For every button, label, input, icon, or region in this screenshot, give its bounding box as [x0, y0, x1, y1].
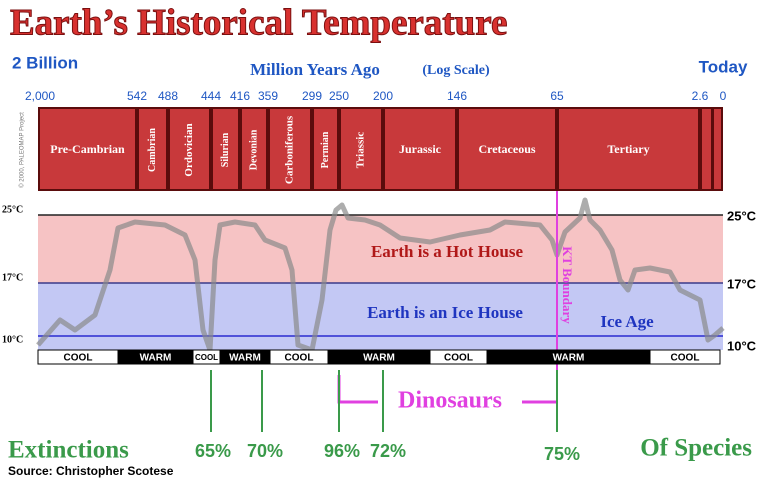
- period-box: [457, 107, 557, 191]
- species-label: Of Species: [640, 435, 752, 462]
- climate-label: COOL: [444, 353, 473, 364]
- axis-title-note: (Log Scale): [422, 63, 490, 78]
- axis-tick-label: 542: [127, 89, 147, 103]
- period-box: [137, 107, 168, 191]
- kt-label: KT Boundary: [560, 246, 575, 324]
- period-label: Permian: [320, 131, 331, 168]
- axis-tick-label: 444: [201, 89, 221, 103]
- period-label: Jurassic: [399, 142, 442, 156]
- extinction-percent: 72%: [370, 441, 406, 461]
- temp-label-left: 10°C: [2, 334, 23, 345]
- extinction-percent: 70%: [247, 441, 283, 461]
- temp-label-right: 10°C: [727, 338, 757, 353]
- period-box: [211, 107, 240, 191]
- axis-tick-label: 2,000: [25, 89, 55, 103]
- temperature-curve: [36, 197, 725, 353]
- period-box: [168, 107, 211, 191]
- period-box: [712, 107, 723, 191]
- axis-tick-label: 250: [329, 89, 349, 103]
- axis-tick-label: 146: [447, 89, 467, 103]
- axis-tick-label: 200: [373, 89, 393, 103]
- period-box: [268, 107, 312, 191]
- climate-label: COOL: [195, 353, 218, 362]
- extinctions-label: Extinctions: [8, 437, 129, 464]
- climate-label: COOL: [64, 353, 93, 364]
- extinction-percent: 65%: [195, 441, 231, 461]
- period-label: Tertiary: [607, 142, 649, 156]
- period-box: [339, 107, 383, 191]
- axis-tick-label: 488: [158, 89, 178, 103]
- climate-segment: [649, 349, 721, 365]
- climate-label: WARM: [229, 353, 261, 364]
- climate-label: WARM: [363, 353, 395, 364]
- ice-age-label: Ice Age: [600, 312, 654, 331]
- period-label: Silurian: [220, 132, 231, 167]
- period-label: Cretaceous: [478, 142, 535, 156]
- axis-tick-label: 359: [258, 89, 278, 103]
- extinction-percent: 96%: [324, 441, 360, 461]
- climate-label: WARM: [553, 353, 585, 364]
- period-label: Carboniferous: [284, 115, 296, 184]
- axis-title: Million Years Ago: [250, 60, 380, 79]
- ice-house-label: Earth is an Ice House: [367, 303, 523, 322]
- period-label: Triassic: [355, 132, 367, 169]
- axis-tick-label: 2.6: [692, 89, 709, 103]
- axis-tick-label: 65: [550, 89, 564, 103]
- dinosaurs-label: Dinosaurs: [398, 388, 502, 414]
- period-label: Ordovician: [183, 123, 195, 176]
- source: Source: Christopher Scotese: [8, 464, 174, 478]
- period-box: [557, 107, 700, 191]
- temp-label-left: 25°C: [2, 204, 23, 215]
- axis-left-label: 2 Billion: [12, 53, 78, 72]
- climate-label: WARM: [140, 353, 172, 364]
- period-label: Cambrian: [147, 128, 158, 172]
- hot-house-label: Earth is a Hot House: [371, 242, 524, 261]
- ice-zone: [38, 283, 723, 350]
- extinction-percent: 75%: [544, 444, 580, 464]
- climate-label: COOL: [671, 353, 700, 364]
- temp-label-left: 17°C: [2, 272, 23, 283]
- axis-tick-label: 416: [230, 89, 250, 103]
- period-box: [383, 107, 457, 191]
- axis-right-label: Today: [699, 57, 748, 76]
- period-box: [38, 107, 137, 191]
- axis-tick-label: 0: [720, 89, 727, 103]
- period-box: [240, 107, 268, 191]
- period-label: Devonian: [248, 129, 259, 170]
- temp-label-right: 17°C: [727, 276, 757, 291]
- climate-label: COOL: [285, 353, 314, 364]
- period-label: Pre-Cambrian: [50, 142, 125, 156]
- period-box: [700, 107, 713, 191]
- axis-tick-label: 299: [302, 89, 322, 103]
- temp-label-right: 25°C: [727, 208, 757, 223]
- title: Earth’s Historical Temperature: [10, 2, 507, 43]
- copyright: © 2000, PALEOMAP Project: [19, 112, 26, 188]
- period-box: [312, 107, 339, 191]
